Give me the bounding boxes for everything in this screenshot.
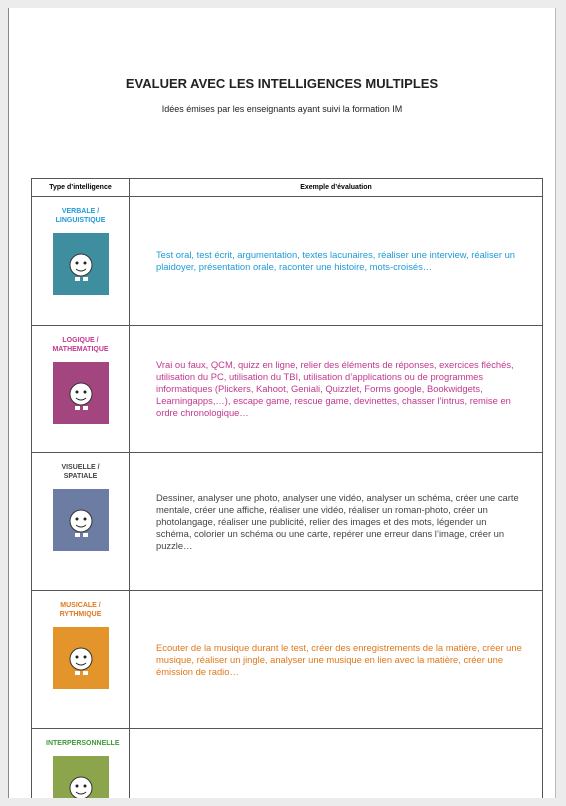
row: VISUELLE / SPATIALE Dessiner, analyser un… [31, 452, 543, 591]
page: EVALUER AVEC LES INTELLIGENCES MULTIPLES… [8, 8, 556, 798]
type-cell: MUSICALE / RYTHMIQUE [31, 590, 130, 729]
icon [52, 362, 109, 424]
example-cell: Test oral, test écrit, argumentation, te… [129, 196, 543, 326]
row: MUSICALE / RYTHMIQUE Ecouter de la musiqu… [31, 590, 543, 729]
type-label: VISUELLE / SPATIALE [61, 464, 100, 480]
type-label: VERBALE / LINGUISTIQUE [55, 208, 106, 224]
subtitle: Idées émises par les enseignants ayant s… [161, 104, 403, 114]
type-cell: LOGIQUE / MATHEMATIQUE [31, 325, 130, 453]
column-header: Exemple d’évaluation [129, 178, 543, 197]
icon [52, 233, 109, 295]
row: INTERPERSONNELLE [31, 728, 543, 798]
table: Type d’intelligence Exemple d’évaluation … [31, 178, 543, 798]
icon [52, 489, 109, 551]
title: EVALUER AVEC LES INTELLIGENCES MULTIPLES [125, 76, 439, 91]
row: VERBALE / LINGUISTIQUE Test oral, test éc… [31, 196, 543, 326]
type-cell: VERBALE / LINGUISTIQUE [31, 196, 130, 326]
example-cell [129, 728, 543, 798]
example-cell: Vrai ou faux, QCM, quizz en ligne, relie… [129, 325, 543, 453]
icon [52, 627, 109, 689]
example-cell: Ecouter de la musique durant le test, cr… [129, 590, 543, 729]
icon [52, 756, 109, 798]
type-cell: VISUELLE / SPATIALE [31, 452, 130, 591]
type-label: INTERPERSONNELLE [46, 740, 120, 747]
column-header: Type d’intelligence [31, 178, 130, 197]
type-label: MUSICALE / RYTHMIQUE [59, 602, 102, 618]
example-cell: Dessiner, analyser une photo, analyser u… [129, 452, 543, 591]
type-label: LOGIQUE / MATHEMATIQUE [52, 337, 109, 353]
type-cell: INTERPERSONNELLE [31, 728, 130, 798]
row: LOGIQUE / MATHEMATIQUE Vrai ou faux, QCM,… [31, 325, 543, 453]
